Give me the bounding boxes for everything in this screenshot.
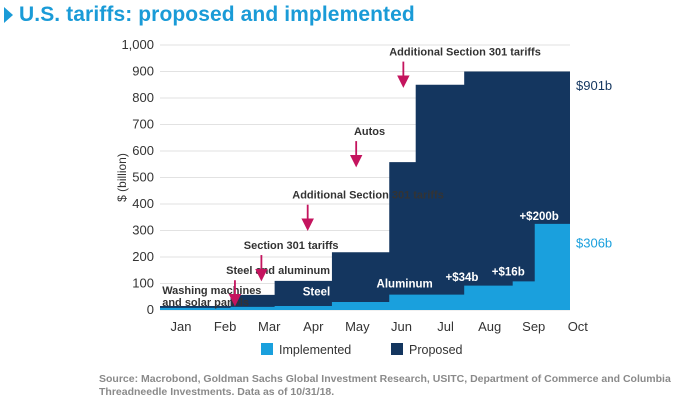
- x-tick-label: Oct: [568, 319, 589, 334]
- legend-implemented-swatch: [261, 343, 273, 355]
- proposed-area: [160, 71, 570, 310]
- annotation-label: Additional Section 301 tariffs: [389, 47, 541, 59]
- x-tick-label: Apr: [303, 319, 324, 334]
- y-tick-label: 800: [132, 90, 154, 105]
- y-tick-label: 500: [132, 170, 154, 185]
- tariff-chart: 0 100 200 300 400 500 600 700 800 900 1,000 $ (bill…: [115, 37, 630, 357]
- x-tick-label: Feb: [214, 319, 236, 334]
- title-bar: U.S. tariffs: proposed and implemented: [0, 0, 415, 30]
- source-note: Source: Macrobond, Goldman Sachs Global …: [99, 373, 671, 398]
- x-tick-label: May: [345, 319, 370, 334]
- y-tick-label: 300: [132, 223, 154, 238]
- chevron-right-icon: [4, 7, 13, 23]
- x-tick-label: Jul: [437, 319, 454, 334]
- y-tick-label: 0: [147, 302, 154, 317]
- legend-implemented-label: Implemented: [279, 343, 351, 357]
- y-tick-label: 400: [132, 196, 154, 211]
- value-label: Aluminum: [377, 278, 433, 290]
- y-tick-label: 900: [132, 64, 154, 79]
- value-label: +$200b: [519, 211, 558, 223]
- chart-title: U.S. tariffs: proposed and implemented: [19, 3, 415, 26]
- y-tick-label: 600: [132, 143, 154, 158]
- x-tick-label: Aug: [478, 319, 501, 334]
- y-tick-label: 1,000: [121, 37, 154, 52]
- x-tick-label: Sep: [522, 319, 545, 334]
- annotation-label: Steel and aluminum: [226, 265, 330, 277]
- x-tick-label: Jan: [171, 319, 192, 334]
- x-tick-label: Mar: [258, 319, 281, 334]
- y-tick-label: 700: [132, 117, 154, 132]
- annotation-label: Autos: [354, 126, 385, 138]
- annotation-label: Additional Section 301 tariffs: [292, 190, 444, 202]
- legend-proposed-label: Proposed: [409, 343, 463, 357]
- end-label: $306b: [576, 235, 612, 250]
- x-tick-label: Jun: [391, 319, 412, 334]
- end-label: $901b: [576, 78, 612, 93]
- implemented-area: [160, 223, 570, 310]
- legend-proposed-swatch: [391, 343, 403, 355]
- y-axis-label: $ (billion): [115, 153, 129, 202]
- y-tick-label: 100: [132, 276, 154, 291]
- annotation-label: Washing machines: [162, 285, 261, 297]
- annotation-label: and solar panels: [162, 297, 249, 309]
- value-label: +$34b: [446, 272, 479, 284]
- value-label: Steel: [303, 286, 331, 298]
- value-label: +$16b: [492, 267, 525, 279]
- annotation-label: Section 301 tariffs: [244, 240, 339, 252]
- y-tick-label: 200: [132, 249, 154, 264]
- annotation-label: Remaining Section 01 tariffs: [482, 59, 630, 71]
